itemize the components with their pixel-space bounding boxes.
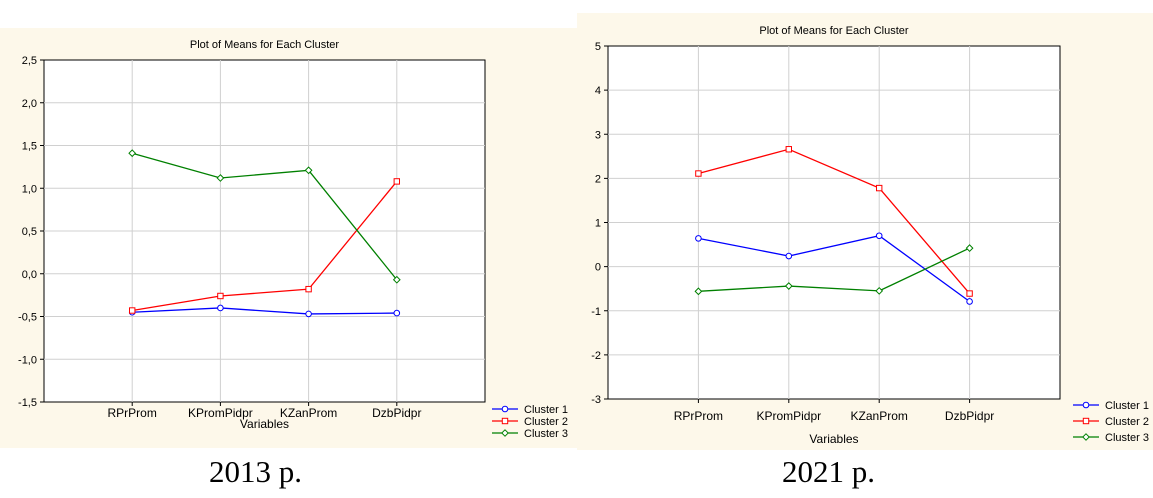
y-tick-label: 2,0 xyxy=(22,98,37,110)
series-cluster-1 xyxy=(695,232,973,305)
y-tick-label: 2,5 xyxy=(22,55,37,67)
chart-title: Plot of Means for Each Cluster xyxy=(759,25,909,37)
point-cluster-2 xyxy=(785,146,793,153)
legend-marker xyxy=(1082,417,1090,425)
y-tick-label: -3 xyxy=(591,394,601,406)
y-tick-label: 1,5 xyxy=(22,141,37,153)
point-cluster-2 xyxy=(695,170,702,177)
series-line-cluster-3 xyxy=(132,152,398,281)
point-cluster-2 xyxy=(129,307,136,314)
series-line-cluster-1 xyxy=(698,235,970,303)
point-cluster-1 xyxy=(305,310,312,318)
chart-2013: 2,5 2,0 1,5 1,0 0,5 0,0 -0,5 -1,0 -1,5 RPrProm KPr… xyxy=(0,28,577,448)
point-cluster-3 xyxy=(392,275,401,284)
series-line-cluster-2 xyxy=(698,148,971,294)
y-tick-label: 2 xyxy=(595,173,601,185)
x-tick-label: DzbPidpr xyxy=(372,406,421,420)
point-cluster-1 xyxy=(875,232,883,240)
y-tick-label: 1,0 xyxy=(22,183,37,195)
series-line-cluster-2 xyxy=(132,180,398,312)
point-cluster-3 xyxy=(875,286,884,295)
legend-marker xyxy=(501,429,509,437)
legend-marker xyxy=(1082,401,1090,409)
x-tick-label: KZanProm xyxy=(851,409,908,423)
x-tick-label: DzbPidpr xyxy=(945,409,994,423)
point-cluster-1 xyxy=(393,309,401,317)
point-cluster-3 xyxy=(128,149,137,158)
y-tick-label: 0,0 xyxy=(22,269,37,281)
series-cluster-2 xyxy=(695,146,973,297)
legend-label: Cluster 1 xyxy=(524,404,568,416)
y-tick-label: 5 xyxy=(595,41,601,53)
x-tick-label: KZanProm xyxy=(280,406,337,420)
point-cluster-2 xyxy=(305,285,312,293)
legend-marker xyxy=(501,417,509,425)
chart-2013-svg: 2,5 2,0 1,5 1,0 0,5 0,0 -0,5 -1,0 -1,5 RPrProm KPr… xyxy=(0,28,577,448)
caption-2021: 2021 р. xyxy=(782,454,875,489)
y-tick-label: 1 xyxy=(595,218,601,230)
x-tick-label: RPrProm xyxy=(674,409,723,423)
point-cluster-3 xyxy=(216,174,225,182)
legend-item-cluster-3: Cluster 3 xyxy=(1073,432,1149,444)
series-line-cluster-3 xyxy=(698,247,970,292)
series-cluster-3 xyxy=(694,244,974,296)
point-cluster-2 xyxy=(876,184,883,192)
point-cluster-2 xyxy=(217,292,224,300)
point-cluster-2 xyxy=(966,290,973,297)
legend-item-cluster-1: Cluster 1 xyxy=(1073,400,1149,412)
point-cluster-3 xyxy=(965,244,974,252)
point-cluster-1 xyxy=(217,304,224,312)
chart-2021-svg: 5 4 3 2 1 0 -1 -2 -3 RPrProm KPromPidpr KZanProm Dzb… xyxy=(577,13,1153,450)
legend-marker xyxy=(501,405,509,413)
chart-2021: 5 4 3 2 1 0 -1 -2 -3 RPrProm KPromPidpr KZanProm Dzb… xyxy=(577,13,1153,450)
legend-item-cluster-3: Cluster 3 xyxy=(492,428,568,440)
point-cluster-3 xyxy=(694,287,703,296)
x-tick-label: RPrProm xyxy=(108,406,157,420)
x-axis-label: Variables xyxy=(240,417,289,431)
y-tick-label: 3 xyxy=(595,129,601,141)
y-tick-label: -1 xyxy=(591,306,601,318)
x-tick-label: KPromPidpr xyxy=(756,409,821,423)
y-tick-label: 0 xyxy=(595,262,601,274)
legend-item-cluster-2: Cluster 2 xyxy=(492,416,568,428)
point-cluster-3 xyxy=(304,166,313,175)
y-tick-label: 4 xyxy=(595,85,601,97)
point-cluster-2 xyxy=(393,178,401,185)
caption-2013: 2013 р. xyxy=(209,454,302,489)
legend-item-cluster-1: Cluster 1 xyxy=(492,404,568,416)
y-tick-label: -2 xyxy=(591,350,601,362)
series-cluster-2 xyxy=(129,178,401,314)
legend-item-cluster-2: Cluster 2 xyxy=(1073,416,1149,428)
legend-label: Cluster 2 xyxy=(1105,416,1149,428)
point-cluster-1 xyxy=(785,252,793,260)
legend-label: Cluster 2 xyxy=(524,416,568,428)
chart-title: Plot of Means for Each Cluster xyxy=(190,39,340,51)
legend-marker xyxy=(1082,433,1090,441)
y-tick-label: 0,5 xyxy=(22,226,37,238)
y-tick-label: -1,0 xyxy=(18,354,37,366)
series-line-cluster-1 xyxy=(132,307,397,315)
y-tick-label: -1,5 xyxy=(18,397,37,409)
legend-label: Cluster 3 xyxy=(524,428,568,440)
point-cluster-1 xyxy=(966,298,973,305)
legend-label: Cluster 1 xyxy=(1105,400,1149,412)
x-tick-label: KPromPidpr xyxy=(188,406,253,420)
point-cluster-1 xyxy=(695,235,702,242)
series-cluster-3 xyxy=(128,149,401,284)
point-cluster-3 xyxy=(784,282,793,290)
y-tick-label: -0,5 xyxy=(18,312,37,324)
legend-label: Cluster 3 xyxy=(1105,432,1149,444)
x-axis-label: Variables xyxy=(809,432,858,446)
